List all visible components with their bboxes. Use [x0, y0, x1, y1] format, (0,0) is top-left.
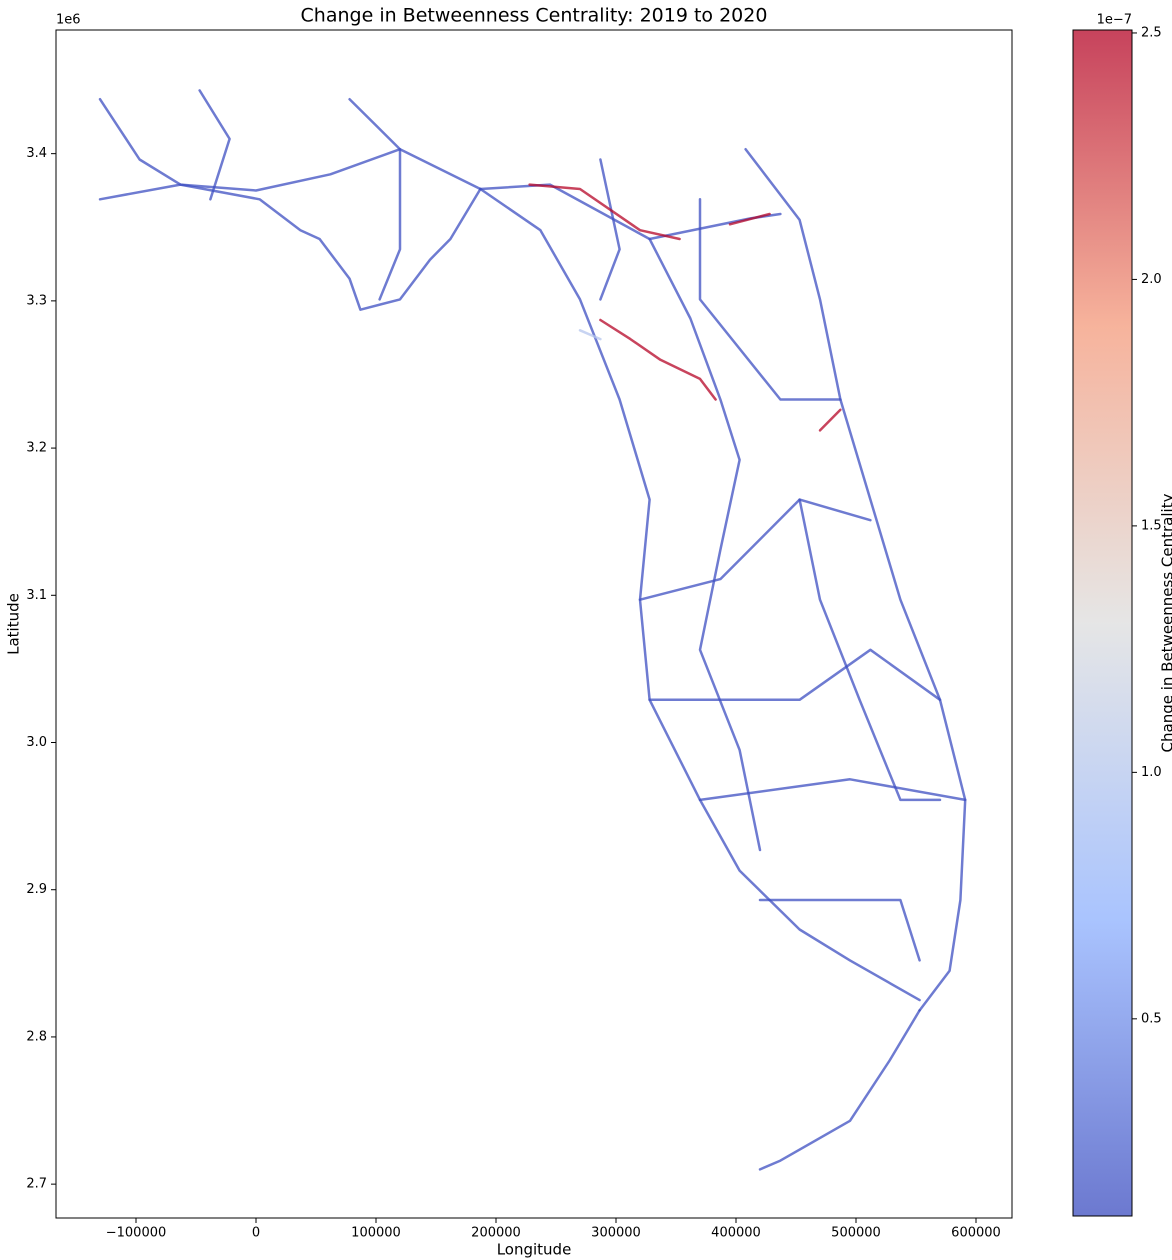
road-segment [479, 187, 921, 1002]
x-tick-label: 300000 [591, 1226, 641, 1241]
y-offset-label: 1e6 [56, 13, 81, 28]
x-tick-label: 100000 [351, 1226, 401, 1241]
colorbar-tick-label: 2.0 [1141, 272, 1162, 287]
x-tick-label: 600000 [951, 1226, 1001, 1241]
road-segment [818, 408, 842, 432]
road-segment [744, 147, 967, 1012]
y-tick-label: 3.1 [26, 588, 47, 603]
road-segment [599, 158, 621, 301]
road-segment [98, 97, 782, 241]
y-axis-label: Latitude [5, 593, 23, 655]
x-tick-label: 200000 [471, 1226, 521, 1241]
colorbar-tick-label: 2.5 [1141, 25, 1162, 40]
axes-frame [55, 29, 1013, 1219]
road-network [98, 89, 967, 1171]
y-tick-label: 2.8 [26, 1029, 47, 1044]
x-axis-label: Longitude [497, 1241, 572, 1259]
road-segment [348, 97, 402, 301]
road-segment [798, 498, 942, 802]
colorbar [1072, 29, 1133, 1217]
y-tick-label: 3.4 [26, 146, 47, 161]
x-tick-label: 500000 [831, 1226, 881, 1241]
road-segment [528, 183, 681, 241]
road-segment [198, 89, 231, 201]
road-segment [728, 212, 771, 226]
road-segment [98, 183, 482, 311]
x-tick-label: 0 [252, 1226, 260, 1241]
road-segment [698, 778, 967, 802]
road-segment [578, 329, 602, 341]
colorbar-label: Change in Betweenness Centrality [1159, 493, 1172, 752]
colorbar-tick-label: 1.0 [1141, 765, 1162, 780]
road-segment [698, 198, 842, 401]
colorbar-tick-label: 1.5 [1141, 518, 1162, 533]
road-segment [758, 1009, 921, 1171]
y-tick-label: 2.9 [26, 882, 47, 897]
road-segment [758, 898, 921, 962]
y-tick-label: 2.7 [26, 1177, 47, 1192]
y-tick-label: 3.2 [26, 441, 47, 456]
y-tick-label: 3.3 [26, 293, 47, 308]
x-tick-label: −100000 [106, 1226, 167, 1241]
colorbar-offset-label: 1e−7 [1097, 13, 1132, 28]
road-segment [599, 318, 717, 401]
chart-title: Change in Betweenness Centrality: 2019 t… [301, 5, 768, 27]
road-segment [648, 237, 762, 852]
y-tick-label: 3.0 [26, 735, 47, 750]
x-tick-label: 400000 [711, 1226, 761, 1241]
road-segment [638, 498, 872, 601]
road-segment [648, 648, 942, 702]
colorbar-tick-label: 0.5 [1141, 1011, 1162, 1026]
